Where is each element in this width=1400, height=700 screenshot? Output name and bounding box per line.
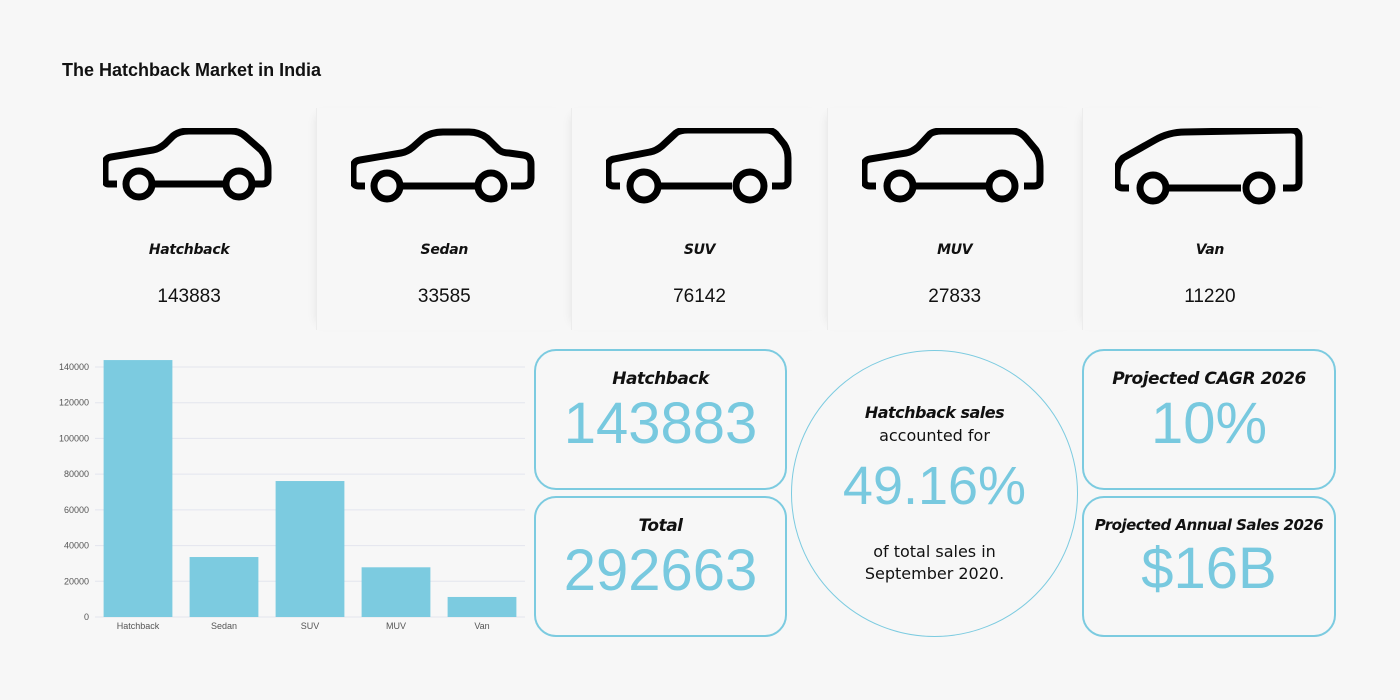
muv-car-icon: [861, 128, 1044, 203]
y-tick-label: 120000: [59, 398, 89, 408]
share-heading: Hatchback sales: [864, 403, 1005, 422]
stat-value: 10%: [1150, 391, 1268, 456]
y-tick-label: 100000: [59, 433, 89, 443]
stat-label: Projected Annual Sales 2026: [1094, 516, 1324, 534]
stat-value: 143883: [563, 391, 758, 456]
vehicle-type-cards: Hatchback 143883 Sedan 33585 SUV 76142 M…: [62, 108, 1337, 330]
card-value: 143883: [157, 286, 221, 307]
bar-van: [447, 596, 517, 617]
stat-label: Total: [638, 516, 683, 536]
card-label: SUV: [683, 242, 716, 258]
hatchback-stat-box: Hatchback 143883: [534, 349, 787, 490]
card-value: 11220: [1184, 286, 1236, 307]
share-percentage: 49.16%: [842, 456, 1027, 516]
share-footnote: of total sales in September 2020.: [792, 541, 1077, 586]
share-footnote-line2: September 2020.: [864, 564, 1005, 584]
card-value: 27833: [928, 286, 982, 307]
sedan-car-icon: [351, 128, 535, 203]
y-tick-label: 60000: [64, 505, 89, 515]
hatchback-car-icon: [103, 128, 272, 201]
y-tick-label: 40000: [64, 541, 89, 551]
bar-hatchback: [103, 360, 173, 617]
x-tick-label: SUV: [301, 621, 320, 631]
suv-car-icon: [605, 128, 791, 204]
cagr-stat-box: Projected CAGR 2026 10%: [1082, 349, 1336, 490]
stat-label: Hatchback: [612, 369, 709, 389]
share-footnote-line1: of total sales in: [873, 542, 996, 561]
card-value: 76142: [673, 286, 726, 307]
card-value: 33585: [417, 286, 471, 307]
page-title: The Hatchback Market in India: [62, 60, 322, 80]
card-van: Van 11220: [1081, 108, 1337, 330]
bar-sedan: [189, 557, 259, 617]
card-suv: SUV 76142: [571, 108, 826, 330]
card-hatchback: Hatchback 143883: [62, 108, 316, 330]
stat-value: $16B: [1141, 536, 1277, 601]
bar-muv: [361, 567, 431, 617]
stat-label: Projected CAGR 2026: [1112, 369, 1306, 389]
sales-bar-chart: 0 20000 40000 60000 80000 100000 120000 140000 H…: [40, 352, 530, 642]
card-label: Sedan: [420, 242, 469, 258]
card-label: Hatchback: [148, 242, 230, 258]
y-tick-label: 20000: [64, 576, 89, 586]
total-stat-box: Total 292663: [534, 496, 787, 637]
hatchback-share-circle: Hatchback sales accounted for 49.16% of …: [791, 350, 1078, 637]
card-muv: MUV 27833: [826, 108, 1082, 330]
x-tick-label: Sedan: [211, 621, 237, 631]
x-tick-label: MUV: [386, 621, 406, 631]
x-tick-label: Van: [474, 621, 489, 631]
x-tick-label: Hatchback: [117, 621, 160, 631]
y-tick-label: 140000: [59, 362, 89, 372]
card-label: MUV: [937, 242, 973, 258]
bar-suv: [275, 481, 345, 617]
card-label: Van: [1195, 242, 1225, 258]
annual-sales-stat-box: Projected Annual Sales 2026 $16B: [1082, 496, 1336, 637]
y-tick-label: 0: [84, 612, 89, 622]
van-icon: [1114, 128, 1303, 205]
bar-chart-svg: 0 20000 40000 60000 80000 100000 120000 140000 H…: [59, 360, 525, 631]
share-subheading: accounted for: [879, 426, 990, 445]
y-tick-label: 80000: [64, 469, 89, 479]
card-sedan: Sedan 33585: [316, 108, 571, 330]
stat-value: 292663: [563, 538, 758, 603]
